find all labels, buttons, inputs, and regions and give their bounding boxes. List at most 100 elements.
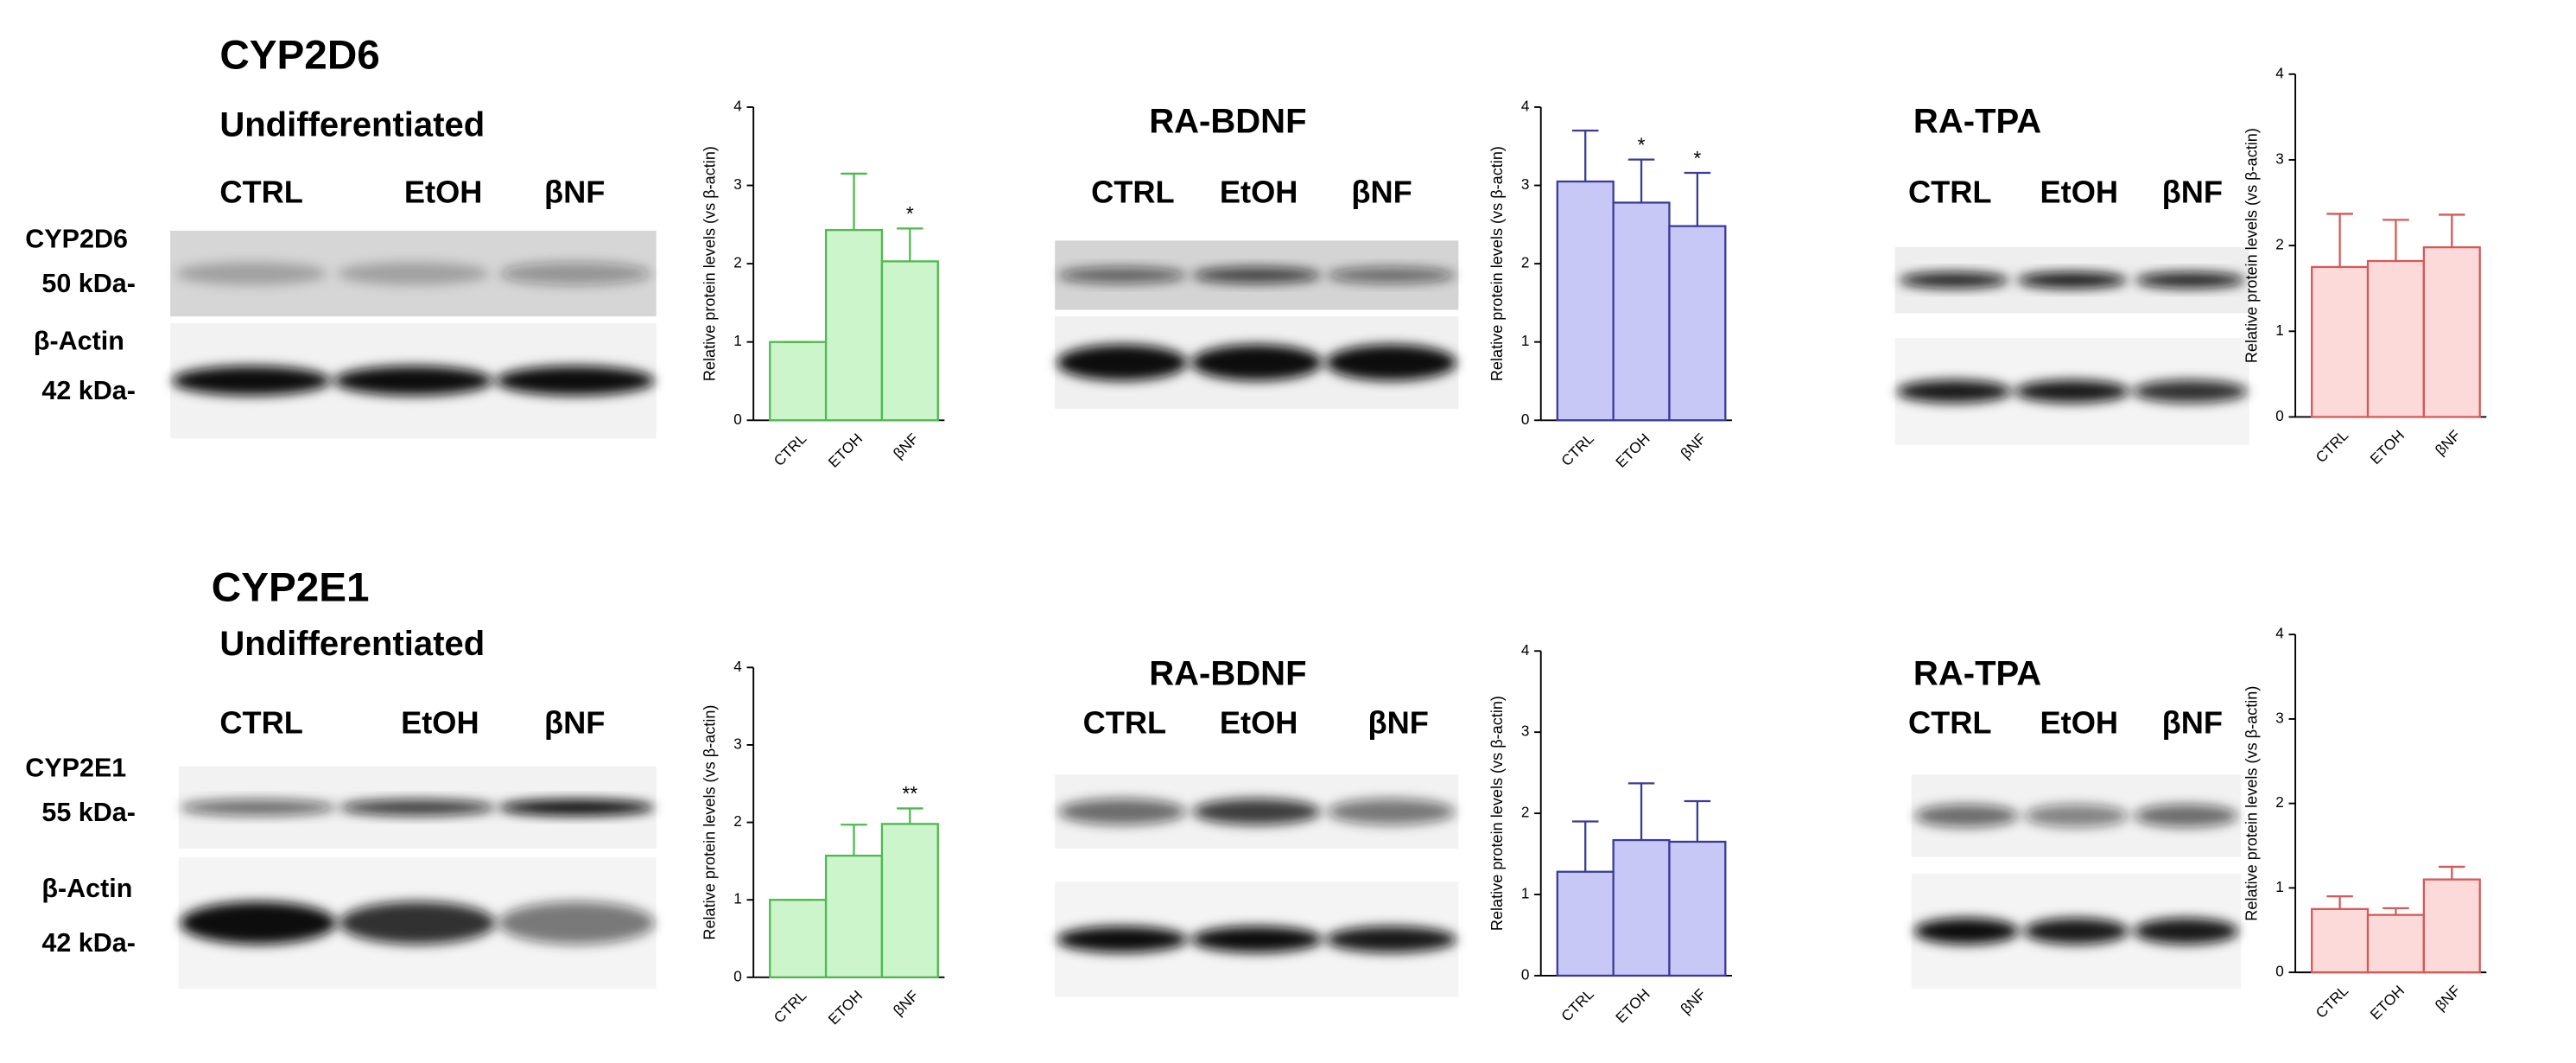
- blot-band: [1192, 266, 1322, 283]
- error-bar: [1571, 129, 1599, 182]
- lane-label: βNF: [1367, 705, 1428, 741]
- bar: [2311, 265, 2370, 418]
- significance: *: [1693, 147, 1701, 169]
- x-tick-label: βNF: [2432, 426, 2464, 458]
- y-tick-label: 0: [2275, 407, 2284, 424]
- section-title: CYP2D6: [219, 32, 379, 78]
- lane-label: βNF: [2162, 175, 2223, 210]
- blot-band: [2017, 271, 2128, 289]
- section-title: CYP2E1: [212, 564, 370, 610]
- y-tick-label: 0: [733, 967, 742, 984]
- y-tick-label: 4: [2275, 625, 2284, 642]
- x-tick-label: βNF: [2432, 982, 2464, 1014]
- panel-title: RA-BDNF: [1149, 654, 1306, 692]
- y-tick-label: 3: [733, 175, 742, 193]
- error-bar: [1627, 158, 1655, 203]
- error-bar: [841, 824, 867, 856]
- blot-band: [1913, 918, 2020, 945]
- blot-band: [1325, 344, 1457, 381]
- lane-label: CTRL: [1908, 175, 1992, 210]
- x-tick-label: CTRL: [2312, 426, 2351, 466]
- bar: [824, 229, 884, 422]
- y-tick-label: 4: [1521, 641, 1530, 659]
- lane-label: βNF: [544, 175, 605, 210]
- y-tick-label: 2: [733, 254, 742, 271]
- y-tick-label: 2: [2275, 793, 2284, 811]
- lane-label: EtOH: [1220, 175, 1298, 210]
- blot-band: [1192, 798, 1321, 825]
- error-bar: [1684, 799, 1711, 842]
- bar: [880, 823, 939, 978]
- blot-band: [1191, 344, 1323, 381]
- blot-bands: [1056, 344, 1457, 381]
- blot-bands: [180, 799, 655, 816]
- blot-band: [172, 366, 331, 396]
- y-tick-label: 2: [1521, 254, 1530, 271]
- error-bar: [2326, 895, 2353, 909]
- bar: [1612, 838, 1671, 977]
- blot-bands: [1896, 379, 2248, 404]
- lane-label: βNF: [544, 705, 605, 741]
- blot-band: [337, 262, 490, 285]
- blot-band: [2132, 379, 2248, 404]
- lane-label: EtOH: [401, 705, 479, 741]
- y-tick-label: 1: [733, 332, 742, 349]
- error-bar: [1627, 782, 1655, 841]
- y-axis-label: Relative protein levels (vs β-actin): [1488, 146, 1506, 381]
- blot-band: [1327, 798, 1456, 825]
- y-tick-label: 3: [1521, 175, 1530, 193]
- blot-bands: [1899, 271, 2245, 289]
- y-tick-label: 3: [2275, 150, 2284, 168]
- x-tick-label: βNF: [1677, 985, 1709, 1017]
- lane-label: EtOH: [404, 175, 483, 210]
- lane-label: CTRL: [1908, 705, 1992, 741]
- band-label: CYP2E1: [25, 754, 126, 783]
- blot-band: [333, 366, 493, 396]
- y-tick-label: 4: [1521, 97, 1530, 114]
- x-tick-label: ETOH: [2366, 426, 2408, 468]
- x-tick-label: ETOH: [825, 430, 866, 471]
- y-axis-label: Relative protein levels (vs β-actin): [1488, 696, 1506, 931]
- lane-label: CTRL: [219, 705, 303, 741]
- error-bar: [2382, 219, 2409, 261]
- bar: [2422, 878, 2481, 974]
- y-axis-label: Relative protein levels (vs β-actin): [2243, 686, 2260, 921]
- lane-label: CTRL: [1091, 175, 1175, 210]
- lane-label: CTRL: [1083, 705, 1167, 741]
- lane-label: CTRL: [219, 175, 303, 210]
- blot-band: [339, 901, 496, 945]
- significance: *: [1638, 133, 1646, 156]
- bar: [1612, 201, 1671, 422]
- x-tick-label: ETOH: [1612, 985, 1653, 1027]
- y-tick-label: 1: [1521, 332, 1530, 349]
- blot-band: [1327, 266, 1456, 283]
- y-tick-label: 1: [2275, 321, 2284, 339]
- blot-bands: [1057, 798, 1456, 825]
- lane-label: EtOH: [1220, 705, 1298, 741]
- blot-bands: [1914, 804, 2238, 828]
- blot-band: [1057, 798, 1187, 825]
- x-tick-label: ETOH: [1612, 430, 1653, 471]
- y-tick-label: 2: [2275, 236, 2284, 253]
- y-tick-label: 1: [733, 890, 742, 907]
- x-tick-label: CTRL: [1558, 430, 1597, 469]
- panel-title: Undifferentiated: [219, 625, 485, 663]
- bar: [2366, 913, 2426, 974]
- bar: [1668, 225, 1727, 422]
- blot-band: [1914, 804, 2019, 828]
- error-bar: [897, 807, 923, 824]
- lane-label: βNF: [1351, 175, 1412, 210]
- x-tick-label: βNF: [890, 430, 922, 461]
- blot-band: [2133, 918, 2239, 945]
- lane-label: EtOH: [2040, 175, 2119, 210]
- y-tick-label: 3: [2275, 709, 2284, 726]
- error-bar: [897, 227, 923, 262]
- y-tick-label: 0: [733, 411, 742, 428]
- bar: [2311, 907, 2370, 974]
- panel-title: Undifferentiated: [219, 105, 485, 143]
- blot-band: [2134, 804, 2238, 828]
- blot-band: [1896, 379, 2012, 404]
- blot-band: [1056, 344, 1188, 381]
- blot-band: [339, 799, 496, 816]
